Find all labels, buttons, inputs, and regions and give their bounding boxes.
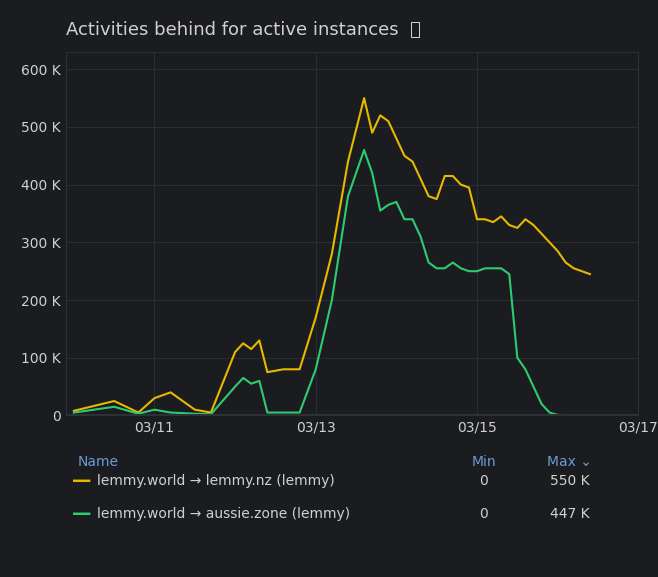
Text: 0: 0 <box>479 507 488 520</box>
Text: 550 K: 550 K <box>549 474 590 488</box>
Text: Name: Name <box>77 455 118 469</box>
Text: 447 K: 447 K <box>549 507 590 520</box>
Text: —: — <box>72 504 91 523</box>
Text: —: — <box>72 471 91 490</box>
Text: Max ⌄: Max ⌄ <box>547 455 592 469</box>
Text: lemmy.world → aussie.zone (lemmy): lemmy.world → aussie.zone (lemmy) <box>97 507 351 520</box>
Text: lemmy.world → lemmy.nz (lemmy): lemmy.world → lemmy.nz (lemmy) <box>97 474 335 488</box>
Text: 0: 0 <box>479 474 488 488</box>
Text: Min: Min <box>471 455 496 469</box>
Text: Activities behind for active instances  ⓘ: Activities behind for active instances ⓘ <box>66 21 420 39</box>
